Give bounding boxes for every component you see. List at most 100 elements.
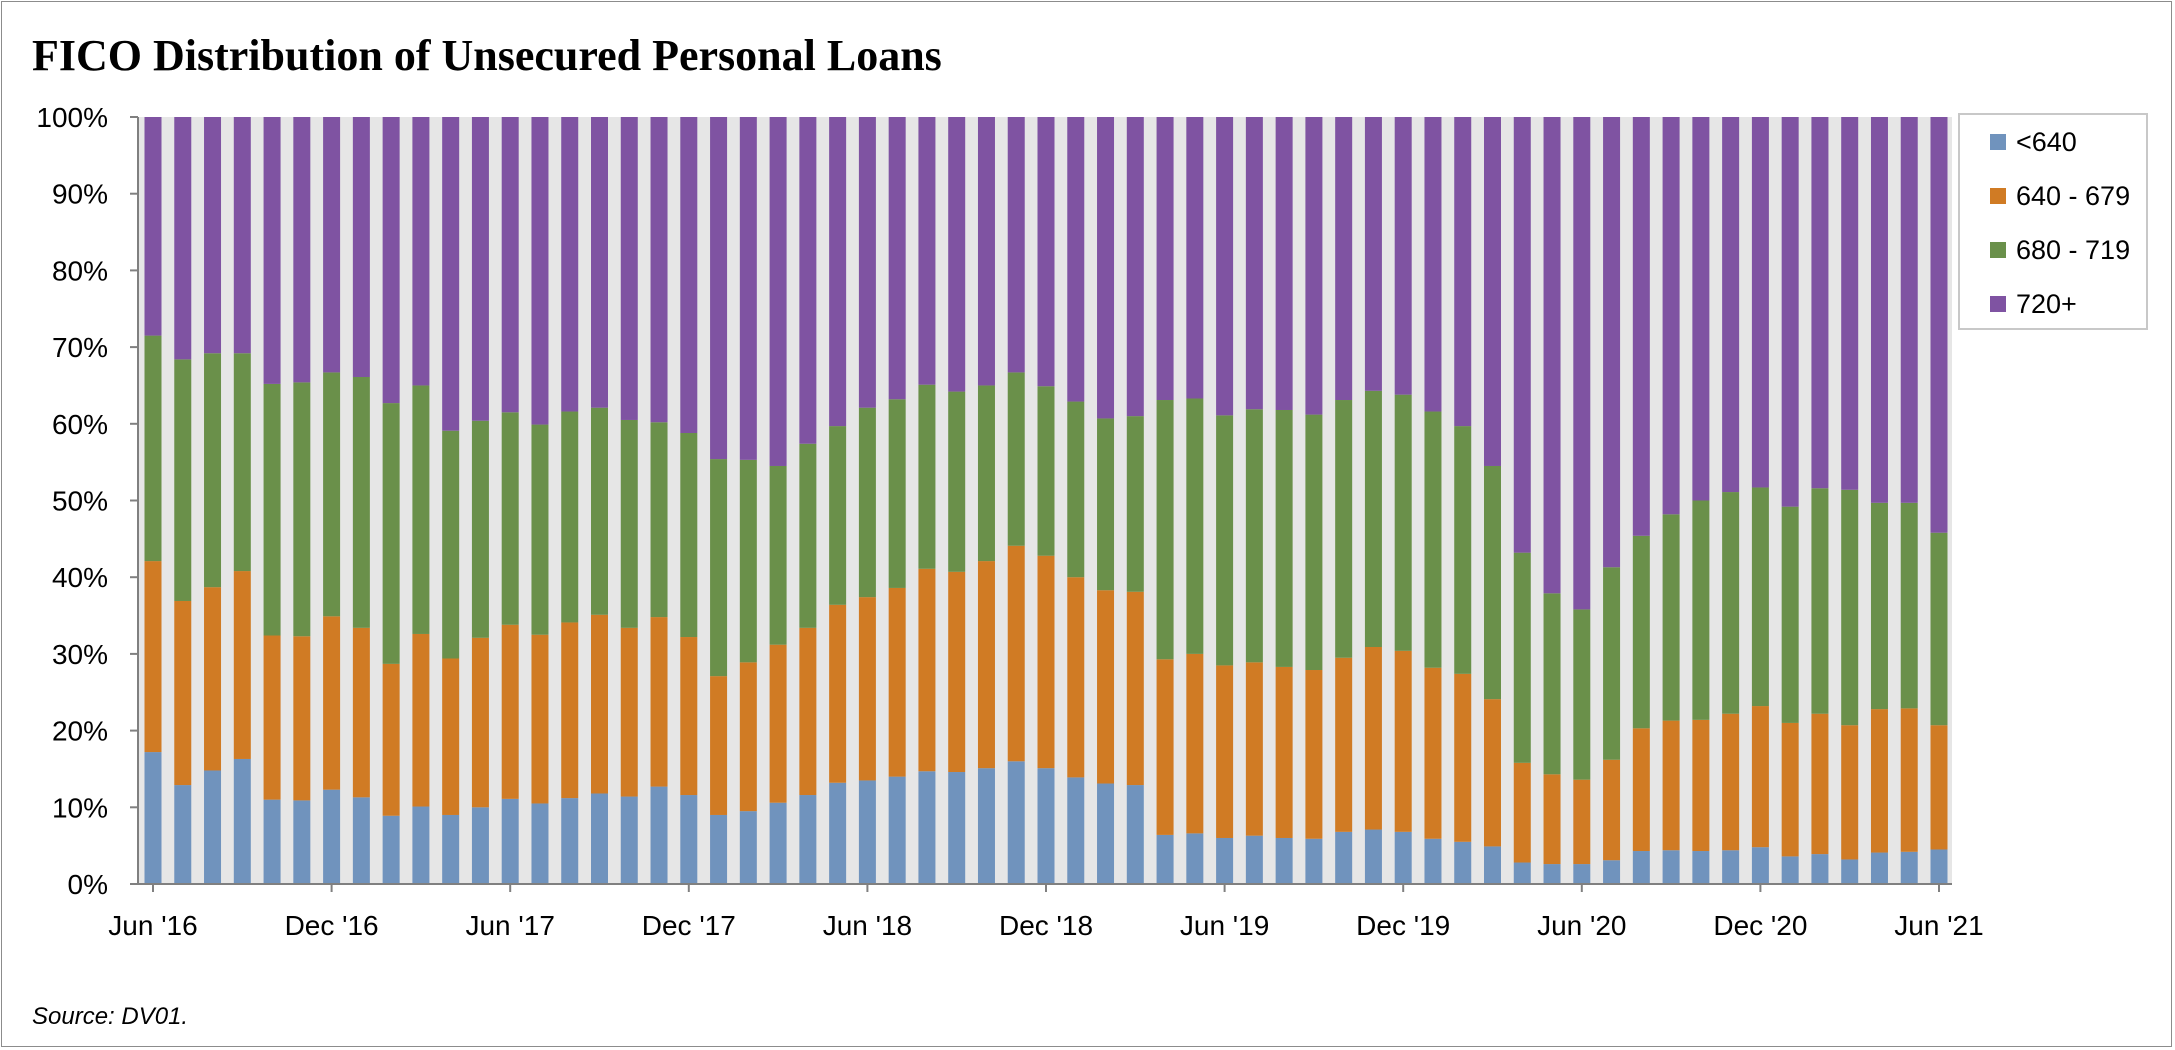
- bar-segment: [1364, 829, 1382, 884]
- bar-segment: [233, 758, 251, 884]
- y-tick-label: 70%: [52, 332, 108, 363]
- bar-segment: [1811, 488, 1829, 714]
- bar-segment: [412, 806, 430, 884]
- bar-segment: [948, 117, 966, 392]
- bar-segment: [710, 676, 728, 815]
- bar-segment: [1126, 117, 1144, 417]
- bars-group: [144, 117, 1948, 884]
- bar-segment: [1245, 117, 1263, 410]
- bar-segment: [1067, 401, 1085, 578]
- bar-segment: [263, 383, 281, 636]
- bar-segment: [1186, 653, 1204, 834]
- bar-segment: [531, 634, 549, 804]
- bar-segment: [1216, 665, 1234, 838]
- bar-segment: [561, 798, 579, 884]
- bar-segment: [1484, 117, 1501, 466]
- bar-segment: [174, 359, 192, 601]
- bar-segment: [1662, 720, 1680, 851]
- bar-segment: [620, 796, 638, 884]
- bar-segment: [1335, 831, 1353, 884]
- bar-segment: [471, 637, 489, 808]
- bar-segment: [263, 635, 281, 800]
- bar-segment: [1930, 725, 1948, 850]
- bar-segment: [650, 422, 668, 618]
- bar-segment: [1930, 532, 1948, 726]
- bar-segment: [1811, 713, 1829, 855]
- bar-segment: [1394, 650, 1412, 832]
- bar-segment: [233, 571, 251, 759]
- bar-segment: [1007, 117, 1025, 373]
- x-tick-label: Dec '20: [1713, 910, 1807, 941]
- bar-segment: [1722, 117, 1740, 493]
- bar-segment: [1513, 762, 1531, 863]
- bar-segment: [1573, 779, 1591, 865]
- bar-segment: [1930, 117, 1948, 533]
- bar-segment: [710, 814, 728, 884]
- bar-segment: [1037, 117, 1055, 387]
- bar-segment: [1245, 409, 1263, 663]
- bar-segment: [918, 384, 936, 569]
- bar-segment: [799, 627, 817, 796]
- bar-segment: [323, 372, 341, 617]
- bar-segment: [948, 772, 966, 884]
- bar-segment: [412, 117, 430, 386]
- y-tick-label: 10%: [52, 792, 108, 823]
- bar-segment: [1364, 647, 1382, 830]
- bar-segment: [561, 117, 579, 412]
- x-tick-label: Dec '19: [1356, 910, 1450, 941]
- legend-swatch: [1990, 134, 2006, 150]
- bar-segment: [1781, 117, 1799, 507]
- bar-segment: [1216, 117, 1234, 416]
- bar-segment: [174, 117, 192, 360]
- bar-segment: [1126, 785, 1144, 884]
- bar-segment: [1216, 415, 1234, 666]
- bar-segment: [204, 770, 222, 884]
- bar-segment: [918, 117, 936, 385]
- bar-segment: [710, 459, 728, 677]
- bar-segment: [1037, 555, 1055, 769]
- bar-segment: [1364, 390, 1382, 647]
- bar-segment: [1335, 400, 1353, 658]
- bar-segment: [382, 663, 400, 816]
- bar-segment: [1722, 492, 1740, 714]
- bar-segment: [263, 799, 281, 884]
- bar-segment: [442, 430, 460, 659]
- bar-segment: [1781, 856, 1799, 884]
- bar-segment: [323, 117, 341, 373]
- y-tick-label: 30%: [52, 639, 108, 670]
- bar-segment: [739, 459, 757, 663]
- bar-segment: [591, 614, 608, 794]
- bar-segment: [650, 117, 668, 423]
- bar-segment: [1394, 394, 1412, 651]
- bar-segment: [680, 117, 698, 433]
- bar-segment: [1097, 590, 1115, 784]
- bar-segment: [1424, 411, 1442, 668]
- bar-segment: [1900, 502, 1918, 709]
- legend-swatch: [1990, 242, 2006, 258]
- bar-segment: [1216, 837, 1234, 884]
- bar-segment: [1275, 117, 1293, 410]
- bar-segment: [1692, 851, 1710, 884]
- bar-segment: [1454, 673, 1472, 842]
- bar-segment: [1126, 591, 1144, 786]
- x-tick-label: Dec '18: [999, 910, 1093, 941]
- y-tick-label: 100%: [36, 102, 108, 133]
- x-tick-label: Jun '19: [1180, 910, 1269, 941]
- bar-segment: [769, 465, 787, 645]
- bar-segment: [858, 597, 876, 781]
- bar-segment: [1662, 850, 1680, 884]
- y-tick-label: 60%: [52, 409, 108, 440]
- bar-segment: [799, 117, 817, 444]
- bar-segment: [293, 800, 311, 884]
- bar-segment: [1424, 838, 1442, 884]
- bar-segment: [1751, 117, 1769, 488]
- bar-segment: [1632, 728, 1650, 852]
- bar-segment: [829, 604, 847, 783]
- bar-segment: [1632, 117, 1650, 536]
- bar-segment: [948, 571, 966, 773]
- bar-segment: [858, 407, 876, 598]
- bar-segment: [1811, 117, 1829, 489]
- bar-segment: [412, 385, 430, 634]
- bar-segment: [858, 780, 876, 884]
